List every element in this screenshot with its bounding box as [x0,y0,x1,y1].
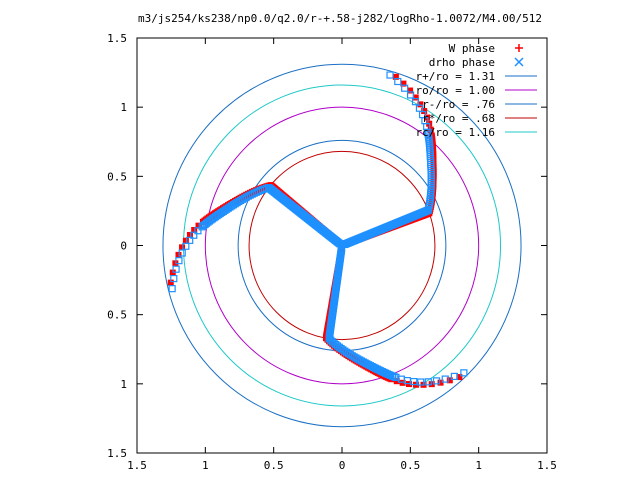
point-w-arm1-135 [179,244,186,251]
x-tick-label-3: 0 [339,459,346,472]
radius-circle-3 [248,150,436,341]
point-w-arm1-147 [167,279,174,286]
radius-circle-1 [204,106,480,385]
x-tick-label-6: 1.5 [537,459,557,472]
point-drho-arm1-147 [168,285,176,293]
point-drho-arm1-126 [190,231,198,239]
point-drho-arm2-129 [410,377,418,386]
legend-label-5: r*/ro = .68 [422,112,495,125]
point-w-arm1-132 [182,237,189,244]
legend-label-0: W phase [449,42,495,55]
point-w-arm0-135 [417,101,424,108]
point-drho-arm1-141 [172,265,180,273]
legend-label-4: r-/ro = .76 [422,98,495,111]
legend-swatch-0 [515,44,523,52]
point-drho-arm1-129 [186,236,194,244]
point-w-arm0-144 [400,80,407,87]
point-drho-arm2-135 [424,378,432,386]
point-drho-arm0-138 [406,91,415,99]
x-tick-label-4: 0.5 [400,459,420,472]
point-drho-arm2-147 [460,369,468,377]
point-w-arm0-138 [412,94,419,101]
point-drho-arm2-119 [390,373,398,381]
x-tick-label-5: 1 [475,459,482,472]
y-tick-label-4: 0.5 [107,170,127,183]
point-w-arm0-141 [407,87,414,94]
point-w-arm2-126 [399,379,406,386]
point-drho-arm0-141 [401,84,409,92]
point-w-arm2-141 [437,379,444,386]
point-drho-arm1-144 [170,274,178,283]
legend-swatch-1 [514,57,524,67]
point-w-arm2-147 [456,374,463,381]
point-drho-arm1-138 [175,257,183,265]
x-tick-label-0: 1.5 [127,459,147,472]
point-drho-arm2-138 [432,377,441,385]
point-drho-arm2-132 [417,378,425,386]
y-tick-label-3: 0 [120,240,127,253]
x-tick-label-1: 1 [202,459,209,472]
point-w-arm1-126 [191,226,198,233]
point-drho-arm1-135 [178,249,186,257]
y-tick-label-0: 1.5 [107,447,127,460]
point-w-arm1-129 [186,231,193,238]
point-drho-arm1-132 [182,242,190,250]
point-drho-arm2-141 [441,375,449,383]
y-tick-label-6: 1.5 [107,32,127,45]
y-tick-label-5: 1 [120,101,127,114]
point-drho-arm1-120 [198,223,206,231]
point-w-arm2-123 [393,378,400,385]
y-tick-label-2: 0.5 [107,309,127,322]
radius-circle-0 [162,63,522,428]
chart-title: m3/js254/ks238/np0.0/q2.0/r-+.58-j282/lo… [138,12,542,25]
x-tick-label-2: 0.5 [264,459,284,472]
point-w-arm2-144 [446,377,453,384]
legend-label-2: r+/ro = 1.31 [416,70,495,83]
point-w-arm1-138 [175,251,182,258]
point-w-arm1-123 [195,222,202,229]
point-drho-arm0-135 [411,98,420,106]
point-drho-arm1-119 [200,221,208,230]
point-drho-arm2-144 [450,372,458,381]
point-drho-arm0-144 [394,77,402,86]
point-drho-arm0-147 [386,71,394,79]
legend-label-3: ro/ro = 1.00 [416,84,495,97]
y-tick-label-1: 1 [120,378,127,391]
legend-label-1: drho phase [429,56,495,69]
point-drho-arm1-123 [194,227,202,235]
point-w-arm0-147 [392,73,399,80]
legend-label-6: rc/ro = 1.16 [416,126,495,139]
point-drho-arm0-132 [415,104,424,112]
